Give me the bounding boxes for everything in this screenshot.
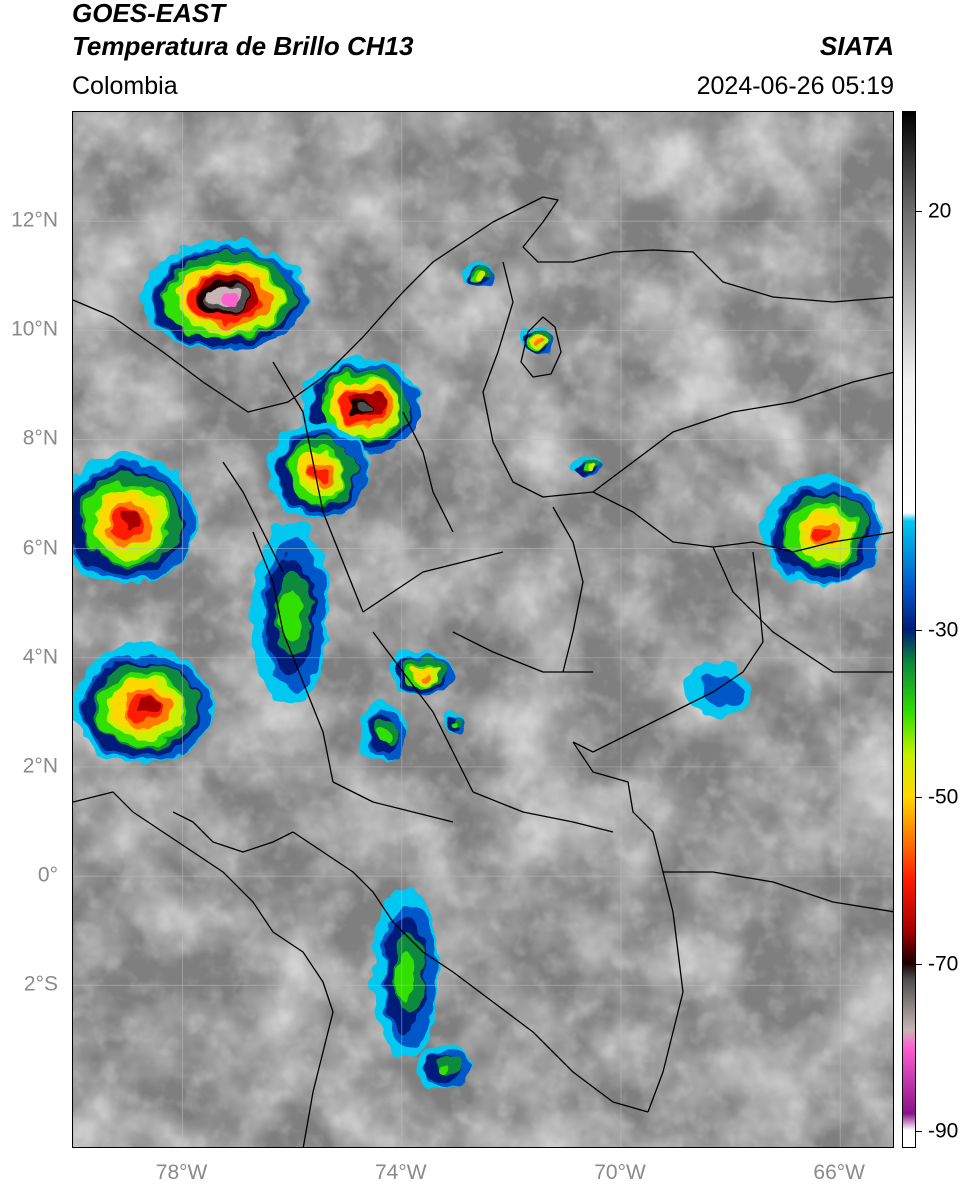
lat-tick-label: 2°N — [22, 754, 58, 778]
border-layer — [73, 196, 893, 1147]
lake-maracaibo-cell — [520, 326, 556, 355]
border-colombia-peru — [292, 831, 649, 1113]
border-colombia-venezuela-south — [572, 551, 764, 753]
colorbar-tick-label: -50 — [928, 785, 959, 809]
putumayo-band — [372, 885, 439, 1061]
colorbar-tick — [916, 964, 922, 966]
datetime-label: 2024-06-26 05:19 — [696, 72, 894, 100]
border-colombia-brazil — [572, 741, 684, 1113]
storm-contour — [119, 510, 140, 530]
storm-contour — [419, 671, 432, 680]
storm-contour — [376, 727, 391, 744]
storm-contour — [537, 339, 544, 346]
pacific-storm-south — [73, 645, 214, 766]
colorbar — [902, 111, 916, 1148]
lat-tick-label: 12°N — [11, 208, 58, 232]
dept-border-8 — [222, 461, 284, 573]
storm-contour — [136, 696, 157, 714]
dept-border-4 — [372, 631, 474, 793]
border-colombia-ecuador — [172, 811, 294, 853]
lat-tick-label: 8°N — [22, 426, 58, 450]
grid-layer — [73, 112, 893, 1147]
satellite-map[interactable] — [72, 111, 894, 1148]
lake-maracaibo — [520, 316, 562, 378]
dept-border-6 — [452, 631, 593, 673]
coastline-pacific — [73, 791, 334, 1147]
map-canvas — [73, 112, 893, 1147]
amazon-cell — [418, 1041, 469, 1091]
storm-contour — [309, 465, 326, 482]
colorbar-tick — [916, 629, 922, 631]
product-title: Temperatura de Brillo CH13 — [72, 31, 414, 61]
colorbar-tick-label: -90 — [928, 1119, 959, 1143]
lon-tick-label: 66°W — [813, 1161, 865, 1184]
satellite-title: GOES-EAST — [72, 0, 226, 28]
storm-layer — [73, 241, 883, 1091]
venezuela-states-2 — [592, 371, 893, 493]
lat-tick-label: 10°N — [11, 317, 58, 341]
lat-tick-label: 6°N — [22, 536, 58, 560]
lat-tick-label: 4°N — [22, 645, 58, 669]
dept-border-1 — [272, 361, 364, 613]
storm-contour — [451, 721, 458, 728]
region-label: Colombia — [72, 72, 178, 100]
storm-contour — [358, 402, 373, 415]
storm-contour — [812, 525, 832, 543]
storm-contour — [279, 590, 301, 641]
lon-tick-label: 78°W — [155, 1161, 208, 1184]
lon-tick-label: 70°W — [594, 1161, 646, 1184]
colorbar-tick — [916, 211, 922, 213]
lat-tick-label: 2°S — [23, 972, 58, 996]
pacific-storm-north — [73, 454, 198, 586]
colorbar-tick-label: 20 — [928, 199, 952, 223]
colorbar-tick-label: -70 — [928, 952, 959, 976]
storm-contour — [436, 1061, 451, 1076]
lat-tick-label: 0° — [37, 863, 58, 887]
cordoba-storm — [268, 421, 367, 520]
storm-contour — [219, 293, 237, 305]
dept-border-3 — [252, 531, 334, 783]
apure-cell — [569, 457, 605, 476]
meta-cell — [388, 650, 455, 695]
dept-border-9 — [402, 411, 454, 533]
dept-border-5 — [472, 791, 614, 833]
storm-contour — [476, 274, 485, 281]
lon-tick-label: 74°W — [375, 1161, 427, 1184]
guaviare-cell — [443, 710, 468, 734]
venezuela-states-1 — [712, 546, 893, 673]
cordillera-band — [251, 519, 329, 706]
storm-contour — [701, 675, 742, 709]
caribbean-storm-north — [142, 241, 307, 351]
colorbar-tick-label: -30 — [928, 618, 959, 641]
institution-label: SIATA — [819, 31, 894, 61]
brazil-border — [663, 871, 893, 913]
dept-border-7 — [332, 781, 454, 823]
storm-contour — [586, 465, 594, 472]
coastline-caribbean — [73, 196, 893, 413]
storm-contour — [396, 952, 415, 1000]
huila-cell — [358, 702, 409, 763]
colorbar-tick — [916, 796, 922, 798]
guajira-cell — [460, 263, 495, 287]
dept-border-2 — [362, 551, 504, 613]
dept-border-10 — [552, 506, 584, 673]
venezuela-east-storm — [761, 476, 883, 586]
colorbar-tick — [916, 1131, 922, 1133]
